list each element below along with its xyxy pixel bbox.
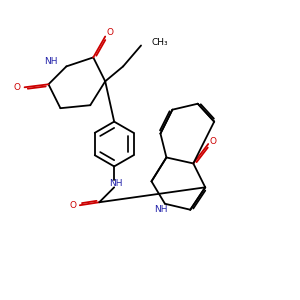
Text: CH₃: CH₃ — [152, 38, 168, 47]
Text: O: O — [13, 83, 20, 92]
Text: O: O — [107, 28, 114, 37]
Text: O: O — [69, 201, 76, 210]
Text: NH: NH — [109, 179, 122, 188]
Text: O: O — [210, 136, 217, 146]
Text: NH: NH — [44, 57, 57, 66]
Text: NH: NH — [154, 205, 168, 214]
